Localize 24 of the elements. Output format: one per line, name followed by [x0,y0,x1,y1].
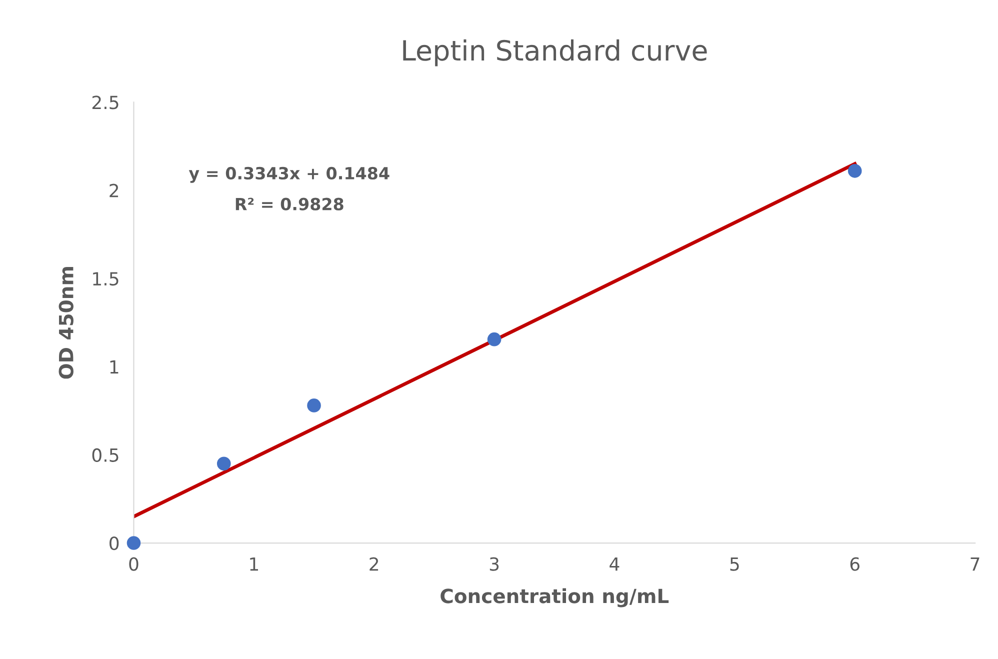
x-tick-label: 5 [730,557,739,571]
x-tick-label: 1 [250,557,258,571]
x-tick-label: 2 [370,557,378,571]
y-tick-label: 0.5 [92,448,118,462]
x-tick-label: 6 [850,557,860,571]
y-tick-label: 1 [110,360,118,374]
chart-title: Leptin Standard curve [403,39,707,66]
y-tick-label: 2.5 [92,96,118,110]
y-axis-title: OD 450nm [58,267,74,379]
point [487,332,502,346]
x-tick-label: 3 [490,557,499,571]
y-tick-label: 2 [110,184,118,198]
x-tick-label: 4 [610,557,620,571]
point [848,164,862,178]
annotation: R² = 0.9828 [236,198,344,210]
point [126,536,141,550]
annotation: y = 0.3343x + 0.1484 [188,166,390,183]
y-tick-label: 0 [110,536,119,550]
x-axis-title: Concentration ng/mL [440,588,669,608]
y-tick-label: 1.5 [93,272,118,286]
x-tick-label: 7 [970,557,980,571]
x-tick-label: 0 [129,557,138,571]
point [216,456,231,471]
point [307,398,321,412]
